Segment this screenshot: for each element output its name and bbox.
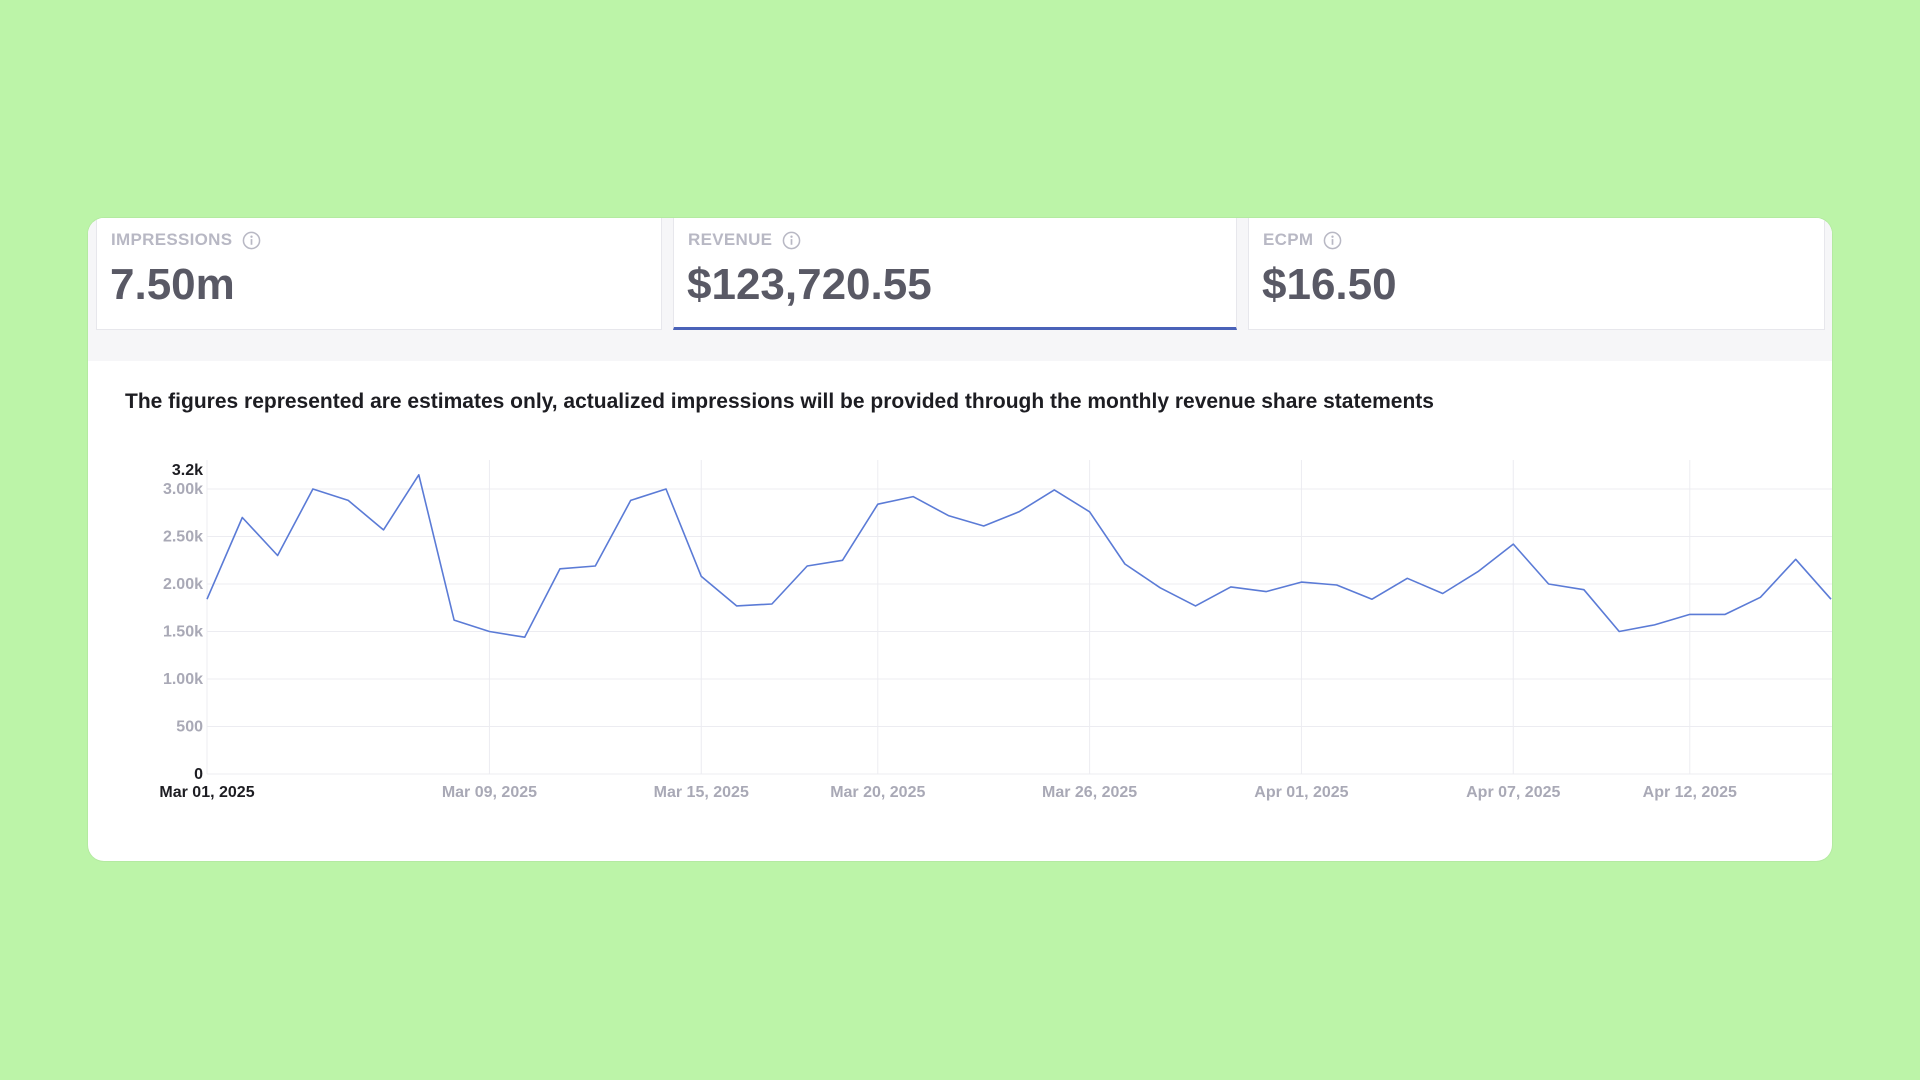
metrics-row: IMPRESSIONS 7.50m REVENUE $123,720.55 <box>88 218 1832 361</box>
metric-tab-ecpm[interactable]: ECPM $16.50 <box>1248 218 1825 330</box>
info-icon[interactable] <box>1323 231 1342 250</box>
metric-tab-impressions[interactable]: IMPRESSIONS 7.50m <box>96 218 662 330</box>
analytics-card: IMPRESSIONS 7.50m REVENUE $123,720.55 <box>88 218 1832 861</box>
y-tick-label: 3.00k <box>163 481 203 498</box>
metric-label-row: IMPRESSIONS <box>111 230 261 250</box>
y-tick-label: 1.50k <box>163 624 203 641</box>
x-tick-label: Mar 26, 2025 <box>1042 784 1137 801</box>
x-tick-label: Apr 01, 2025 <box>1254 784 1348 801</box>
line-chart: 0 500 1.00k 1.50k 2.00k 2.50k 3.00k 3.2k Mar 01… <box>159 460 1832 801</box>
x-axis-ticks: Mar 01, 2025 Mar 09, 2025 Mar 15, 2025 Mar … <box>159 784 1737 801</box>
metric-value: $16.50 <box>1262 260 1397 309</box>
y-max-label: 3.2k <box>172 462 203 479</box>
metric-tab-revenue[interactable]: REVENUE $123,720.55 <box>673 218 1237 330</box>
y-axis-ticks: 0 500 1.00k 1.50k 2.00k 2.50k 3.00k 3.2k <box>163 462 203 783</box>
metric-label: ECPM <box>1263 230 1314 249</box>
series-line <box>206 473 1832 639</box>
y-tick-label: 1.00k <box>163 671 203 688</box>
x-tick-label: Mar 09, 2025 <box>442 784 537 801</box>
x-tick-label: Mar 15, 2025 <box>654 784 749 801</box>
info-icon[interactable] <box>782 231 801 250</box>
y-tick-label: 2.00k <box>163 576 203 593</box>
x-tick-label: Apr 12, 2025 <box>1643 784 1737 801</box>
metric-label: REVENUE <box>688 230 773 249</box>
metric-label-row: REVENUE <box>688 230 801 250</box>
metric-label-row: ECPM <box>1263 230 1342 250</box>
chart-series <box>206 473 1832 639</box>
y-tick-label: 0 <box>194 766 203 783</box>
y-tick-label: 500 <box>176 719 203 736</box>
estimate-notice: The figures represented are estimates on… <box>125 390 1434 413</box>
x-tick-label: Mar 20, 2025 <box>830 784 925 801</box>
info-icon[interactable] <box>242 231 261 250</box>
metric-value: $123,720.55 <box>687 260 932 309</box>
x-tick-label: Mar 01, 2025 <box>159 784 254 801</box>
x-tick-label: Apr 07, 2025 <box>1466 784 1560 801</box>
chart-gridlines <box>206 460 1832 775</box>
metric-label: IMPRESSIONS <box>111 230 233 249</box>
y-tick-label: 2.50k <box>163 529 203 546</box>
metric-value: 7.50m <box>110 260 235 309</box>
